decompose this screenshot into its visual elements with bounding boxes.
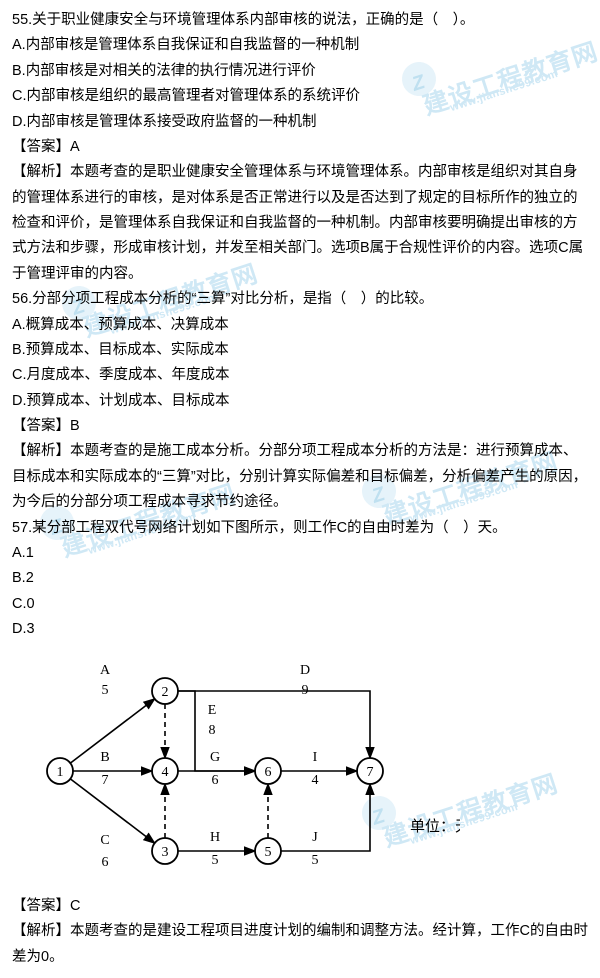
q57-stem: 57.某分部工程双代号网络计划如下图所示，则工作C的自由时差为（ ）天。 bbox=[12, 516, 588, 541]
svg-text:G: G bbox=[210, 750, 220, 765]
q57-optC: C.0 bbox=[12, 592, 588, 617]
svg-text:单位：天: 单位：天 bbox=[410, 818, 460, 835]
q56-optC: C.月度成本、季度成本、年度成本 bbox=[12, 363, 588, 388]
q56-optD: D.预算成本、计划成本、目标成本 bbox=[12, 389, 588, 414]
svg-text:A: A bbox=[100, 663, 111, 678]
q56-exp: 【解析】本题考查的是施工成本分析。分部分项工程成本分析的方法是：进行预算成本、目… bbox=[12, 439, 588, 515]
svg-text:4: 4 bbox=[162, 765, 169, 780]
svg-text:6: 6 bbox=[212, 773, 219, 788]
q55-optA: A.内部审核是管理体系自我保证和自我监督的一种机制 bbox=[12, 33, 588, 58]
svg-text:9: 9 bbox=[302, 683, 309, 698]
svg-text:6: 6 bbox=[102, 855, 109, 870]
svg-text:E: E bbox=[208, 703, 217, 718]
q55-ans: 【答案】A bbox=[12, 135, 588, 160]
svg-text:7: 7 bbox=[102, 773, 109, 788]
svg-text:4: 4 bbox=[312, 773, 319, 788]
svg-text:5: 5 bbox=[102, 683, 109, 698]
q57-exp: 【解析】本题考查的是建设工程项目进度计划的编制和调整方法。经计算，工作C的自由时… bbox=[12, 919, 588, 970]
svg-text:5: 5 bbox=[312, 853, 319, 868]
svg-text:B: B bbox=[100, 750, 109, 765]
network-diagram: A 5 B 7 C 6 D 9 E 8 G 6 H 5 I 4 J 5 1 2 3 4 5 6 7 单位：天 bbox=[30, 656, 588, 887]
exam-content: 55.关于职业健康安全与环境管理体系内部审核的说法，正确的是（ ）。 A.内部审… bbox=[12, 8, 588, 970]
q56-optB: B.预算成本、目标成本、实际成本 bbox=[12, 338, 588, 363]
q55-optB: B.内部审核是对相关的法律的执行情况进行评价 bbox=[12, 59, 588, 84]
svg-text:H: H bbox=[210, 830, 220, 845]
svg-text:I: I bbox=[313, 750, 318, 765]
q55-exp: 【解析】本题考查的是职业健康安全管理体系与环境管理体系。内部审核是组织对其自身的… bbox=[12, 160, 588, 287]
q57-optD: D.3 bbox=[12, 617, 588, 642]
svg-text:D: D bbox=[300, 663, 310, 678]
q56-ans: 【答案】B bbox=[12, 414, 588, 439]
svg-text:J: J bbox=[312, 830, 318, 845]
q55-optD: D.内部审核是管理体系接受政府监督的一种机制 bbox=[12, 110, 588, 135]
svg-text:3: 3 bbox=[162, 845, 169, 860]
svg-text:2: 2 bbox=[162, 685, 169, 700]
svg-text:1: 1 bbox=[57, 765, 64, 780]
svg-text:C: C bbox=[100, 833, 109, 848]
q55-optC: C.内部审核是组织的最高管理者对管理体系的系统评价 bbox=[12, 84, 588, 109]
svg-text:5: 5 bbox=[265, 845, 272, 860]
svg-text:5: 5 bbox=[212, 853, 219, 868]
q57-ans: 【答案】C bbox=[12, 894, 588, 919]
q55-stem: 55.关于职业健康安全与环境管理体系内部审核的说法，正确的是（ ）。 bbox=[12, 8, 588, 33]
svg-text:8: 8 bbox=[209, 723, 216, 738]
svg-text:7: 7 bbox=[367, 765, 374, 780]
q57-optA: A.1 bbox=[12, 541, 588, 566]
q56-optA: A.概算成本、预算成本、决算成本 bbox=[12, 313, 588, 338]
q56-stem: 56.分部分项工程成本分析的“三算”对比分析，是指（ ）的比较。 bbox=[12, 287, 588, 312]
svg-text:6: 6 bbox=[265, 765, 272, 780]
q57-optB: B.2 bbox=[12, 566, 588, 591]
